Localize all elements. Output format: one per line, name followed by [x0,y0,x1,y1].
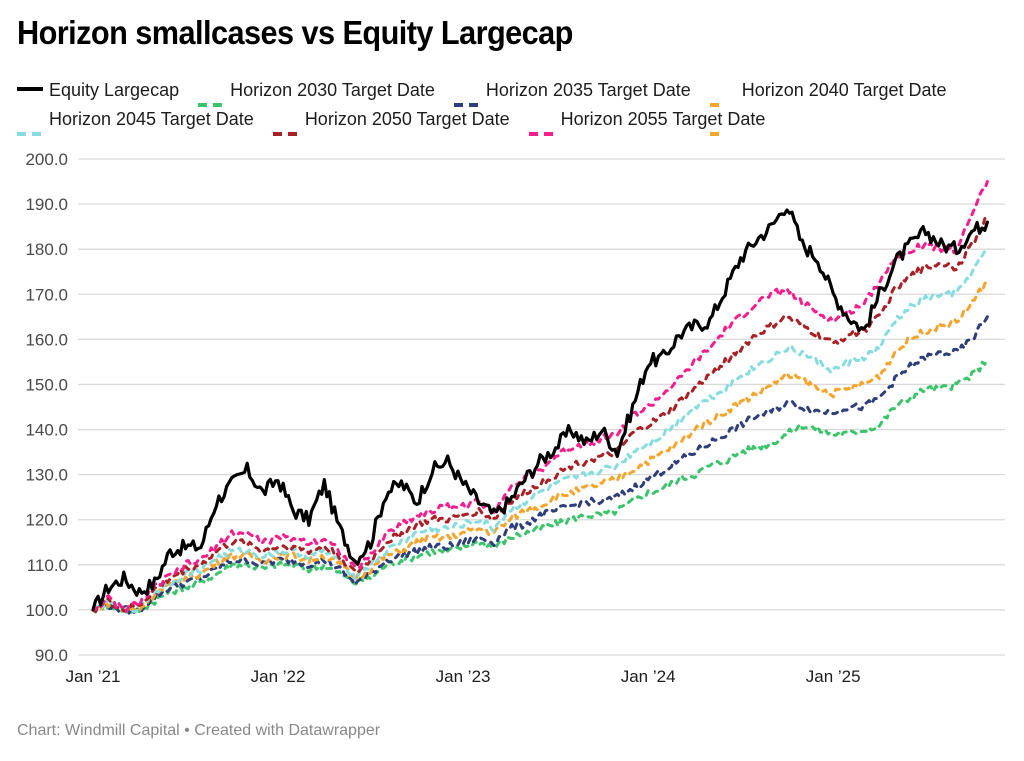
series-line-horizon-2045-target-date[interactable] [91,247,989,614]
y-tick-label: 160.0 [25,330,68,349]
legend-item-horizon-2055[interactable]: Horizon 2055 Target Date [528,105,766,137]
chart-title: Horizon smallcases vs Equity Largecap [17,14,573,51]
chart-legend: Equity Largecap Horizon 2030 Target Date… [17,76,997,137]
chart-footer: Chart: Windmill Capital • Created with D… [17,722,381,739]
legend-label: Horizon 2035 Target Date [485,80,691,100]
legend-swatch-dashed-icon [528,116,555,137]
legend-item-horizon-2030[interactable]: Horizon 2030 Target Date [198,76,435,108]
y-tick-label: 140.0 [25,421,68,440]
series-line-equity-largecap[interactable] [91,208,989,612]
legend-item-equity-largecap[interactable]: Equity Largecap [17,76,179,105]
legend-label: Horizon 2050 Target Date [304,109,510,129]
legend-item-horizon-2040[interactable]: Horizon 2040 Target Date [709,76,947,137]
series-line-horizon-2030-target-date[interactable] [91,358,989,614]
legend-label: Horizon 2040 Target Date [741,80,947,100]
x-tick-label: Jan ’25 [806,667,861,686]
y-tick-label: 190.0 [25,195,68,214]
legend-swatch-dashed-icon [272,116,299,137]
y-tick-label: 180.0 [25,240,68,259]
x-tick-label: Jan ’24 [621,667,676,686]
y-tick-label: 90.0 [35,646,68,665]
y-axis-ticks: 200.0 190.0 180.0 170.0 160.0 150.0 140.0 130.0… [25,150,68,665]
legend-label: Horizon 2030 Target Date [230,80,435,100]
y-tick-label: 100.0 [25,601,68,620]
legend-swatch-dashed-icon [709,87,736,137]
x-tick-label: Jan ’23 [436,667,491,686]
x-tick-label: Jan ’22 [251,667,306,686]
legend-swatch-dashed-icon [198,87,224,108]
legend-label: Horizon 2055 Target Date [560,109,766,129]
x-tick-label: Jan ’21 [66,667,121,686]
y-tick-label: 170.0 [25,285,68,304]
legend-item-horizon-2045[interactable]: Horizon 2045 Target Date [17,105,254,137]
gridlines [78,158,1005,656]
legend-swatch-solid-icon [17,87,43,92]
legend-label: Horizon 2045 Target Date [49,109,254,129]
legend-swatch-dashed-icon [17,116,43,137]
x-axis-ticks: Jan ’21 Jan ’22 Jan ’23 Jan ’24 Jan ’25 [66,667,861,686]
y-tick-label: 150.0 [25,375,68,394]
series-line-horizon-2055-target-date[interactable] [91,180,989,613]
series-lines [91,180,989,615]
legend-label: Equity Largecap [49,80,180,100]
legend-item-horizon-2035[interactable]: Horizon 2035 Target Date [453,76,691,108]
legend-item-horizon-2050[interactable]: Horizon 2050 Target Date [272,105,510,137]
y-tick-label: 130.0 [25,466,68,485]
y-tick-label: 200.0 [25,150,68,169]
y-tick-label: 120.0 [25,511,68,530]
series-line-horizon-2050-target-date[interactable] [91,216,989,613]
series-line-horizon-2040-target[interactable] [91,279,989,613]
y-tick-label: 110.0 [27,556,68,575]
series-line-horizon-2035-target-date[interactable] [91,315,989,615]
legend-swatch-dashed-icon [453,87,480,108]
